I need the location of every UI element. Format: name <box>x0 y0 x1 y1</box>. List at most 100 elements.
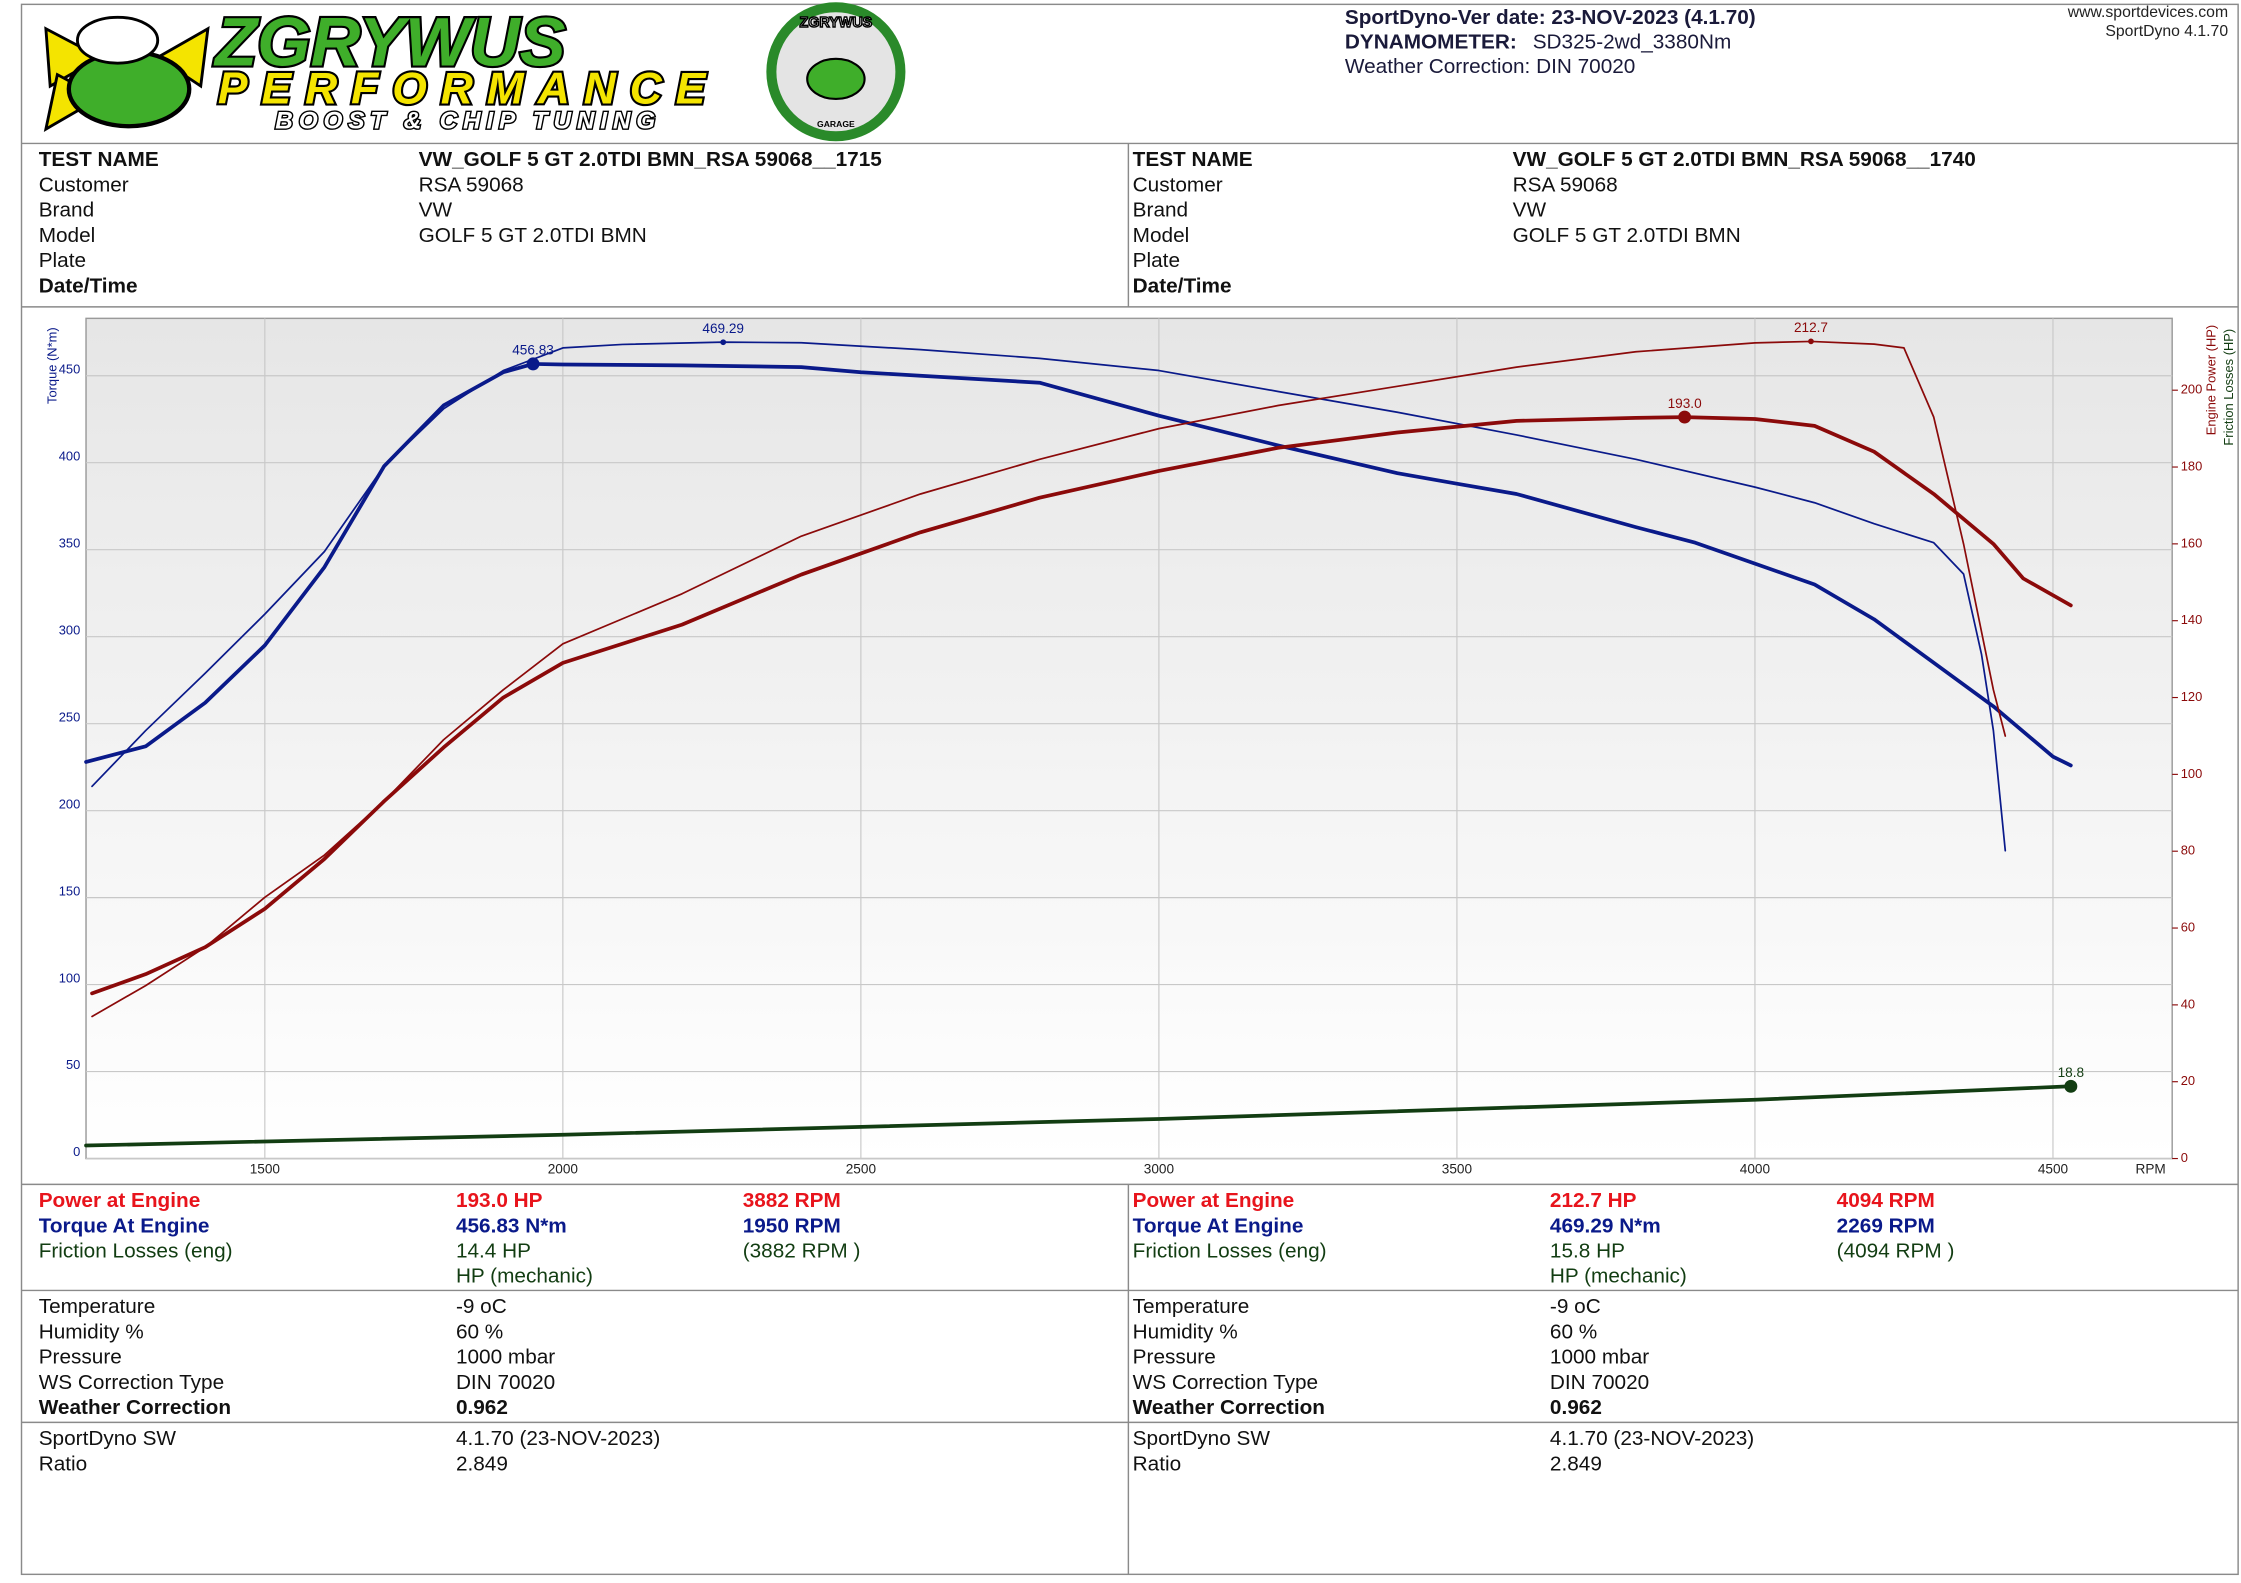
peak-label: 193.0 <box>1668 396 1702 411</box>
series-line <box>84 362 2073 768</box>
series-line <box>84 1084 2073 1148</box>
series-line <box>91 340 2007 1018</box>
condition-label: Pressure <box>39 1346 122 1369</box>
info-label: Customer <box>1133 173 1223 196</box>
result-label: Friction Losses (eng) <box>1133 1240 1327 1263</box>
website: www.sportdevices.com <box>2067 4 2228 21</box>
plot-area <box>85 317 2173 1160</box>
y2-tick-label: 60 <box>2181 919 2195 934</box>
badge-subtitle: GARAGE <box>817 119 855 129</box>
condition-label: WS Correction Type <box>1133 1371 1318 1394</box>
result-label: Power at Engine <box>39 1189 201 1212</box>
condition-label: WS Correction Type <box>39 1371 224 1394</box>
condition-value: -9 oC <box>1550 1295 1601 1318</box>
y-tick-label: 300 <box>59 622 81 637</box>
x-tick-label: 2500 <box>846 1162 877 1177</box>
series-line <box>91 341 2007 852</box>
x-tick-label: 1500 <box>250 1162 281 1177</box>
software-value: 4.1.70 (23-NOV-2023) <box>456 1427 660 1450</box>
info-label: Plate <box>39 249 86 272</box>
condition-label: Humidity % <box>1133 1320 1238 1343</box>
software-version: SportDyno 4.1.70 <box>2105 23 2228 40</box>
chart: 1500 2000 2500 3000 3500 4000 4500050100150200… <box>59 318 2203 1177</box>
software-value: 2.849 <box>456 1452 508 1475</box>
info-label: Date/Time <box>39 274 138 297</box>
condition-value: 1000 mbar <box>456 1346 555 1369</box>
condition-value: DIN 70020 <box>456 1371 555 1394</box>
logo-title: ZGRYWUS <box>213 4 566 81</box>
y-tick-label: 100 <box>59 970 81 985</box>
dynamometer: SD325-2wd_3380Nm <box>1533 31 1732 54</box>
y2-tick-label: 0 <box>2181 1150 2188 1165</box>
info-value: VW <box>1513 199 1547 222</box>
info-label: Brand <box>39 199 94 222</box>
y-axis-title: Torque (N*m) <box>44 327 59 404</box>
y2-tick-label: 40 <box>2181 996 2195 1011</box>
condition-value: -9 oC <box>456 1295 507 1318</box>
software-label: SportDyno SW <box>39 1427 177 1450</box>
peak-label: 469.29 <box>702 321 744 336</box>
y2-axis-title-2: Friction Losses (HP) <box>2221 329 2236 446</box>
result-rpm: 2269 RPM <box>1837 1214 1935 1237</box>
software-value: 4.1.70 (23-NOV-2023) <box>1550 1427 1754 1450</box>
y-tick-label: 0 <box>73 1144 80 1159</box>
info-value: VW <box>419 199 453 222</box>
info-label: TEST NAME <box>39 148 159 171</box>
condition-value: DIN 70020 <box>1550 1371 1649 1394</box>
result-value: 456.83 N*m <box>456 1214 567 1237</box>
info-label: Model <box>1133 224 1190 247</box>
x-axis-title: RPM <box>2136 1162 2166 1177</box>
tables: TEST NAME VW_GOLF 5 GT 2.0TDI BMN_RSA 590… <box>39 148 1976 1475</box>
peak-label: 18.8 <box>2058 1065 2085 1080</box>
info-label: Plate <box>1133 249 1180 272</box>
x-tick-label: 4000 <box>1740 1162 1771 1177</box>
condition-value: 1000 mbar <box>1550 1346 1649 1369</box>
badge-face <box>806 57 866 101</box>
x-tick-label: 2000 <box>548 1162 579 1177</box>
y2-tick-label: 80 <box>2181 843 2195 858</box>
info-label: Model <box>39 224 96 247</box>
result-label: Power at Engine <box>1133 1189 1295 1212</box>
software-value: 2.849 <box>1550 1452 1602 1475</box>
condition-value: 60 % <box>1550 1320 1597 1343</box>
software-label: Ratio <box>1133 1452 1181 1475</box>
condition-label: Humidity % <box>39 1320 144 1343</box>
result-rpm: 3882 RPM <box>743 1189 841 1212</box>
y2-axis-title: Engine Power (HP) <box>2204 325 2219 435</box>
info-value: RSA 59068 <box>1513 173 1618 196</box>
info-value: VW_GOLF 5 GT 2.0TDI BMN_RSA 59068__1715 <box>419 148 882 171</box>
result-unit: HP (mechanic) <box>1550 1265 1687 1288</box>
info-label: Date/Time <box>1133 274 1232 297</box>
condition-label: Weather Correction <box>1133 1396 1325 1419</box>
result-rpm: (3882 RPM ) <box>743 1240 861 1263</box>
software-label: SportDyno SW <box>1133 1427 1271 1450</box>
y2-tick-label: 20 <box>2181 1073 2195 1088</box>
software-label: Ratio <box>39 1452 87 1475</box>
y2-tick-label: 200 <box>2181 382 2203 397</box>
logo-hat <box>75 15 160 65</box>
result-rpm: 1950 RPM <box>743 1214 841 1237</box>
condition-value: 0.962 <box>1550 1396 1602 1419</box>
result-value: 212.7 HP <box>1550 1189 1637 1212</box>
info-value: RSA 59068 <box>419 173 524 196</box>
y2-tick-label: 100 <box>2181 766 2203 781</box>
badge: ZGRYWUS GARAGE <box>766 2 906 142</box>
y-tick-label: 50 <box>66 1057 80 1072</box>
peak-marker <box>1678 410 1692 424</box>
result-label: Torque At Engine <box>1133 1214 1304 1237</box>
peak-label: 456.83 <box>512 343 554 358</box>
condition-label: Pressure <box>1133 1346 1216 1369</box>
peak-marker <box>1808 338 1814 345</box>
info-value: GOLF 5 GT 2.0TDI BMN <box>1513 224 1741 247</box>
result-label: Torque At Engine <box>39 1214 210 1237</box>
info-label: Customer <box>39 173 129 196</box>
info-value: VW_GOLF 5 GT 2.0TDI BMN_RSA 59068__1740 <box>1513 148 1976 171</box>
logo-tagline: BOOST & CHIP TUNING <box>275 107 655 134</box>
y2-tick-label: 140 <box>2181 612 2203 627</box>
y-tick-label: 200 <box>59 796 81 811</box>
result-value: 14.4 HP <box>456 1240 531 1263</box>
y2-tick-label: 120 <box>2181 689 2203 704</box>
y-tick-label: 250 <box>59 709 81 724</box>
condition-label: Temperature <box>1133 1295 1250 1318</box>
